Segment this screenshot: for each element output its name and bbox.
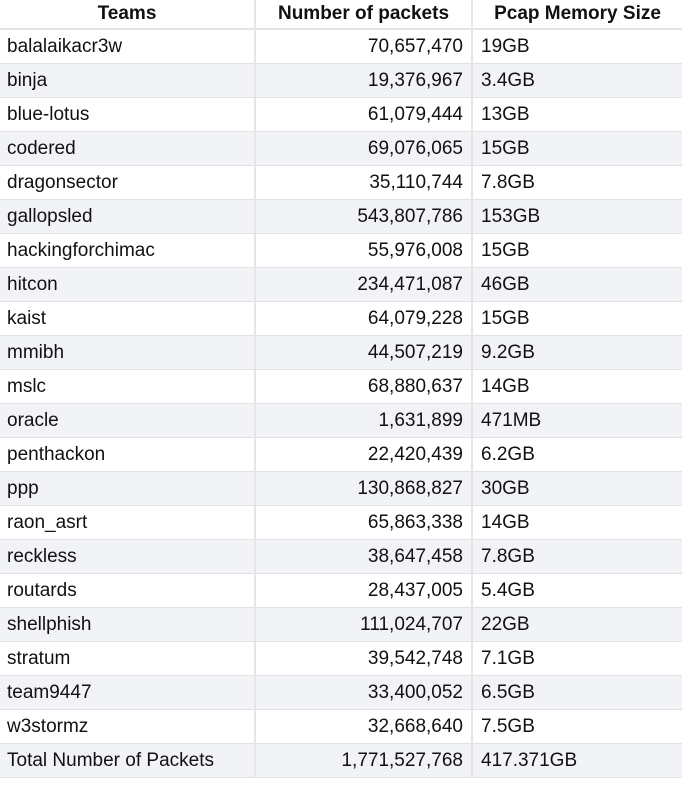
team-name-cell: blue-lotus bbox=[0, 97, 255, 132]
pcap-size-cell: 471MB bbox=[471, 403, 682, 438]
pcap-size-cell: 9.2GB bbox=[471, 335, 682, 370]
table-row: mmibh 44,507,219 9.2GB bbox=[0, 335, 682, 370]
team-name-cell: dragonsector bbox=[0, 165, 255, 200]
packet-count-cell: 111,024,707 bbox=[254, 607, 472, 642]
table-row: shellphish 111,024,707 22GB bbox=[0, 607, 682, 642]
pcap-size-cell: 30GB bbox=[471, 471, 682, 506]
pcap-size-cell: 5.4GB bbox=[471, 573, 682, 608]
team-name-cell: kaist bbox=[0, 301, 255, 336]
packet-count-cell: 1,631,899 bbox=[254, 403, 472, 438]
packet-count-cell: 234,471,087 bbox=[254, 267, 472, 302]
pcap-size-cell: 15GB bbox=[471, 301, 682, 336]
team-name-cell: mslc bbox=[0, 369, 255, 404]
packet-count-cell: 32,668,640 bbox=[254, 709, 472, 744]
pcap-size-cell: 7.8GB bbox=[471, 165, 682, 200]
table-row: ppp 130,868,827 30GB bbox=[0, 471, 682, 506]
pcap-size-cell: 7.8GB bbox=[471, 539, 682, 574]
pcap-size-cell: 14GB bbox=[471, 505, 682, 540]
table-row: dragonsector 35,110,744 7.8GB bbox=[0, 165, 682, 200]
team-name-cell: gallopsled bbox=[0, 199, 255, 234]
packet-count-cell: 1,771,527,768 bbox=[254, 743, 472, 778]
team-name-cell: binja bbox=[0, 63, 255, 98]
pcap-size-cell: 22GB bbox=[471, 607, 682, 642]
packet-count-cell: 64,079,228 bbox=[254, 301, 472, 336]
table-row: binja 19,376,967 3.4GB bbox=[0, 63, 682, 98]
table-row: reckless 38,647,458 7.8GB bbox=[0, 539, 682, 574]
header-teams: Teams bbox=[0, 0, 255, 30]
pcap-size-cell: 46GB bbox=[471, 267, 682, 302]
packet-count-cell: 44,507,219 bbox=[254, 335, 472, 370]
packet-stats-table: Teams Number of packets Pcap Memory Size… bbox=[0, 0, 682, 778]
pcap-size-cell: 14GB bbox=[471, 369, 682, 404]
table-row: blue-lotus 61,079,444 13GB bbox=[0, 97, 682, 132]
packet-count-cell: 61,079,444 bbox=[254, 97, 472, 132]
header-row: Teams Number of packets Pcap Memory Size bbox=[0, 0, 682, 30]
table-row: raon_asrt 65,863,338 14GB bbox=[0, 505, 682, 540]
pcap-size-cell: 7.1GB bbox=[471, 641, 682, 676]
team-name-cell: w3stormz bbox=[0, 709, 255, 744]
table-row: stratum 39,542,748 7.1GB bbox=[0, 641, 682, 676]
team-name-cell: mmibh bbox=[0, 335, 255, 370]
table-row: routards 28,437,005 5.4GB bbox=[0, 573, 682, 608]
table-body: balalaikacr3w 70,657,470 19GB binja 19,376,9… bbox=[0, 28, 682, 778]
header-number-of-packets: Number of packets bbox=[254, 0, 472, 30]
team-name-cell: balalaikacr3w bbox=[0, 28, 255, 64]
pcap-size-cell: 13GB bbox=[471, 97, 682, 132]
packet-count-cell: 33,400,052 bbox=[254, 675, 472, 710]
table-row: oracle 1,631,899 471MB bbox=[0, 403, 682, 438]
team-name-cell: oracle bbox=[0, 403, 255, 438]
team-name-cell: ppp bbox=[0, 471, 255, 506]
pcap-size-cell: 15GB bbox=[471, 233, 682, 268]
table-row: penthackon 22,420,439 6.2GB bbox=[0, 437, 682, 472]
pcap-size-cell: 7.5GB bbox=[471, 709, 682, 744]
table-row: balalaikacr3w 70,657,470 19GB bbox=[0, 28, 682, 64]
pcap-size-cell: 6.5GB bbox=[471, 675, 682, 710]
header-pcap-memory-size: Pcap Memory Size bbox=[471, 0, 682, 30]
team-name-cell: reckless bbox=[0, 539, 255, 574]
table-row: w3stormz 32,668,640 7.5GB bbox=[0, 709, 682, 744]
team-name-cell: hackingforchimac bbox=[0, 233, 255, 268]
pcap-size-cell: 6.2GB bbox=[471, 437, 682, 472]
pcap-size-cell: 153GB bbox=[471, 199, 682, 234]
pcap-size-cell: 3.4GB bbox=[471, 63, 682, 98]
table-row: gallopsled 543,807,786 153GB bbox=[0, 199, 682, 234]
table-header: Teams Number of packets Pcap Memory Size bbox=[0, 0, 682, 30]
packet-count-cell: 39,542,748 bbox=[254, 641, 472, 676]
table-row: codered 69,076,065 15GB bbox=[0, 131, 682, 166]
packet-count-cell: 38,647,458 bbox=[254, 539, 472, 574]
team-name-cell: raon_asrt bbox=[0, 505, 255, 540]
packet-count-cell: 28,437,005 bbox=[254, 573, 472, 608]
pcap-size-cell: 15GB bbox=[471, 131, 682, 166]
team-name-cell: penthackon bbox=[0, 437, 255, 472]
table-row: team9447 33,400,052 6.5GB bbox=[0, 675, 682, 710]
packet-count-cell: 70,657,470 bbox=[254, 28, 472, 64]
total-row: Total Number of Packets 1,771,527,768 417.… bbox=[0, 743, 682, 778]
team-name-cell: shellphish bbox=[0, 607, 255, 642]
packet-count-cell: 19,376,967 bbox=[254, 63, 472, 98]
packet-count-cell: 55,976,008 bbox=[254, 233, 472, 268]
team-name-cell: team9447 bbox=[0, 675, 255, 710]
packet-count-cell: 68,880,637 bbox=[254, 369, 472, 404]
pcap-size-cell: 19GB bbox=[471, 28, 682, 64]
team-name-cell: codered bbox=[0, 131, 255, 166]
team-name-cell: Total Number of Packets bbox=[0, 743, 255, 778]
table-row: mslc 68,880,637 14GB bbox=[0, 369, 682, 404]
table-row: hitcon 234,471,087 46GB bbox=[0, 267, 682, 302]
packet-count-cell: 22,420,439 bbox=[254, 437, 472, 472]
team-name-cell: stratum bbox=[0, 641, 255, 676]
packet-count-cell: 69,076,065 bbox=[254, 131, 472, 166]
table-row: hackingforchimac 55,976,008 15GB bbox=[0, 233, 682, 268]
team-name-cell: routards bbox=[0, 573, 255, 608]
table-row: kaist 64,079,228 15GB bbox=[0, 301, 682, 336]
packet-count-cell: 543,807,786 bbox=[254, 199, 472, 234]
packet-count-cell: 35,110,744 bbox=[254, 165, 472, 200]
packet-count-cell: 65,863,338 bbox=[254, 505, 472, 540]
team-name-cell: hitcon bbox=[0, 267, 255, 302]
packet-count-cell: 130,868,827 bbox=[254, 471, 472, 506]
pcap-size-cell: 417.371GB bbox=[471, 743, 682, 778]
